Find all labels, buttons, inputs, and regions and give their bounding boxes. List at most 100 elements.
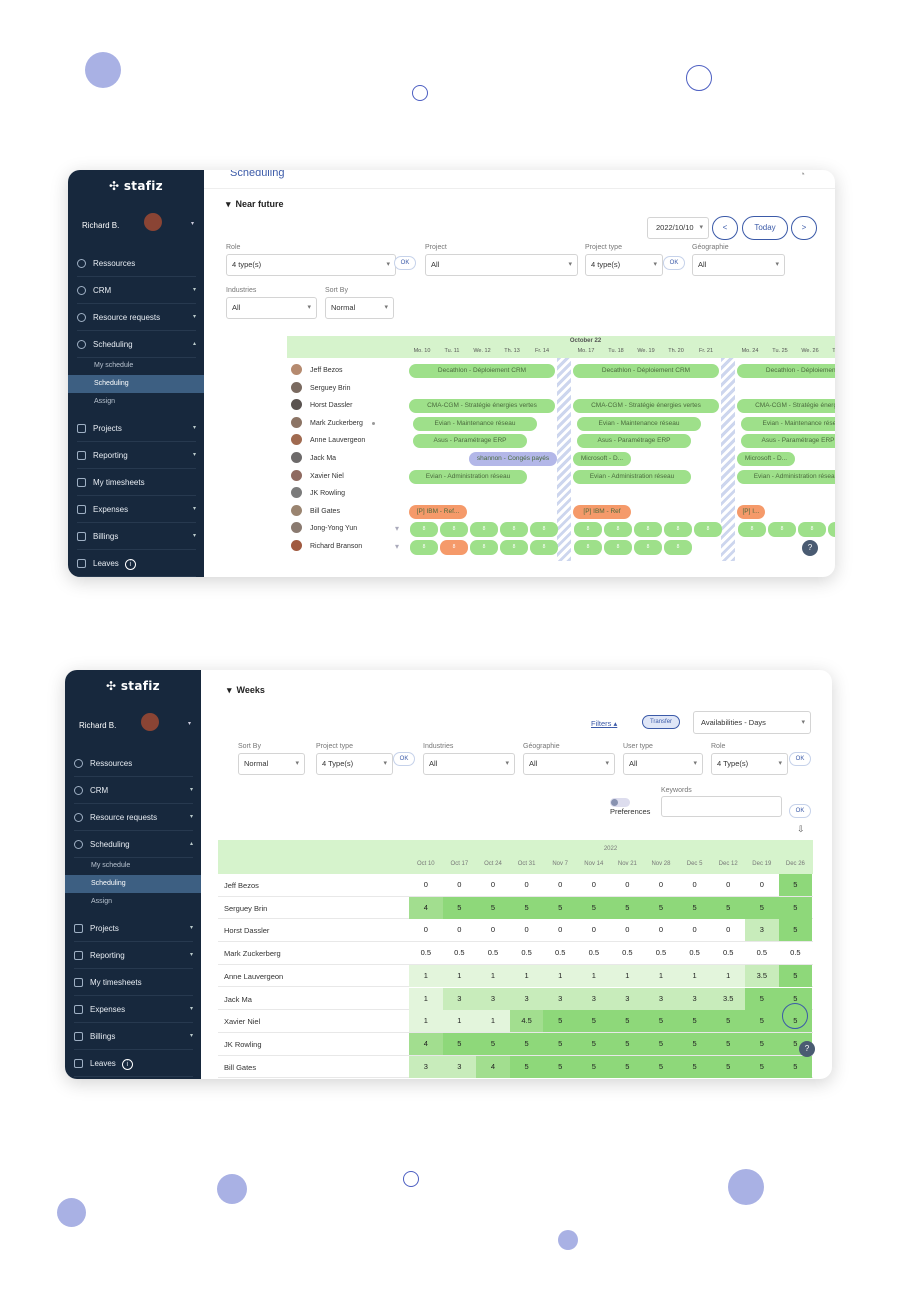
availability-cell[interactable]: 5 [778, 987, 813, 1010]
person-name[interactable]: Mark Zuckerberg [224, 949, 281, 959]
availability-cell[interactable]: 0.5 [476, 942, 510, 965]
person-name[interactable]: Serguey Brin [310, 384, 351, 392]
allocation-chip[interactable]: 8 [604, 540, 632, 555]
person-name[interactable]: Xavier Niel [310, 472, 344, 480]
industries-select[interactable]: All [423, 753, 515, 775]
today-button[interactable]: Today [742, 216, 788, 240]
availability-cell[interactable]: 0 [677, 874, 712, 896]
availability-cell[interactable]: 5 [745, 1032, 779, 1055]
availability-cell[interactable]: 3 [509, 987, 544, 1010]
allocation-chip[interactable]: 8 [410, 522, 438, 538]
ok-button[interactable]: OK [393, 752, 415, 766]
prev-button[interactable]: < [712, 216, 738, 240]
sidebar-item-leaves[interactable]: Leaves i [74, 1050, 193, 1077]
person-name[interactable]: Jeff Bezos [224, 881, 259, 890]
availability-cell[interactable]: 3 [644, 987, 678, 1010]
availability-cell[interactable]: 5 [711, 1055, 745, 1078]
availability-cell[interactable]: 1 [711, 964, 745, 987]
assignment-pill[interactable]: CMA-CGM - Stratégie énergies vertes [737, 399, 835, 414]
availability-cell[interactable]: 3 [577, 987, 611, 1010]
availability-cell[interactable]: 1 [409, 1010, 443, 1033]
allocation-chip[interactable]: 8 [500, 522, 528, 538]
availability-cell[interactable]: 5 [577, 1032, 611, 1055]
availability-cell[interactable]: 0 [442, 919, 477, 942]
availability-cell[interactable]: 0 [442, 874, 477, 896]
keywords-ok-button[interactable]: OK [789, 804, 811, 818]
availability-cell[interactable]: 0.5 [442, 942, 477, 965]
allocation-chip[interactable]: 8 [440, 540, 468, 555]
availability-cell[interactable]: 3.5 [745, 964, 779, 987]
availability-cell[interactable]: 5 [442, 1032, 477, 1055]
assignment-pill[interactable]: Asus - Paramétrage ERP [413, 434, 527, 449]
availability-cell[interactable]: 0.5 [677, 942, 712, 965]
availability-cell[interactable]: 5 [677, 1032, 712, 1055]
view-select[interactable]: Availabilities - Days [693, 711, 811, 734]
availability-cell[interactable]: 3 [610, 987, 645, 1010]
availability-cell[interactable]: 5 [543, 1055, 577, 1078]
availability-cell[interactable]: 0 [509, 919, 544, 942]
assignment-pill[interactable]: Asus - Paramétrage ERP [741, 434, 835, 449]
availability-cell[interactable]: 0 [577, 874, 611, 896]
person-name[interactable]: Jeff Bezos [310, 367, 343, 374]
section-title[interactable]: ▾ Weeks [227, 685, 265, 695]
assignment-pill[interactable]: Evian - Administration réseau [737, 469, 835, 484]
availability-cell[interactable]: 5 [677, 896, 712, 919]
availability-cell[interactable]: 0 [543, 919, 577, 942]
sidebar-item-expenses[interactable]: Expenses ▾ [74, 996, 193, 1023]
availability-cell[interactable]: 1 [409, 964, 443, 987]
availability-cell[interactable]: 0.5 [509, 942, 544, 965]
leave-pill[interactable]: shannon - Congés payés [469, 452, 557, 466]
person-name[interactable]: Horst Dassler [224, 926, 270, 936]
sidebar-item-billings[interactable]: Billings ▾ [74, 1023, 193, 1050]
availability-cell[interactable]: 5 [577, 1010, 611, 1033]
help-icon[interactable]: ? [799, 1041, 815, 1057]
availability-cell[interactable]: 0 [543, 874, 577, 896]
availability-cell[interactable]: 5 [509, 896, 544, 919]
allocation-chip[interactable]: 8 [574, 540, 602, 555]
availability-cell[interactable]: 1 [543, 964, 577, 987]
sidebar-subitem-scheduling[interactable]: Scheduling [65, 875, 201, 893]
assignment-pill[interactable]: Microsoft - D... [573, 452, 631, 466]
allocation-chip[interactable]: 8 [798, 522, 826, 538]
assignment-pill[interactable]: [P] IBM - Ref [573, 504, 631, 519]
project-type-select[interactable]: 4 Type(s) [316, 753, 393, 775]
allocation-chip[interactable]: 8 [738, 522, 766, 538]
assignment-pill[interactable]: Decathlon - Déploiement CRM [737, 364, 835, 378]
allocation-chip[interactable]: 8 [694, 522, 722, 538]
availability-cell[interactable]: 5 [778, 874, 813, 896]
availability-cell[interactable]: 1 [476, 964, 510, 987]
sidebar-item-crm[interactable]: CRM ▾ [77, 277, 196, 304]
availability-cell[interactable]: 3 [745, 919, 779, 942]
allocation-chip[interactable]: 8 [530, 540, 558, 555]
availability-cell[interactable]: 1 [476, 1010, 510, 1033]
allocation-chip[interactable]: 8 [768, 522, 796, 538]
role-select[interactable]: 4 Type(s) [711, 753, 788, 775]
availability-cell[interactable]: 0 [677, 919, 712, 942]
assignment-pill[interactable]: CMA-CGM - Stratégie énergies vertes [573, 399, 719, 414]
availability-cell[interactable]: 0.5 [577, 942, 611, 965]
availability-cell[interactable]: 0.5 [543, 942, 577, 965]
person-name[interactable]: Serguey Brin [224, 903, 268, 913]
availability-cell[interactable]: 0 [509, 874, 544, 896]
allocation-chip[interactable]: 8 [604, 522, 632, 538]
availability-cell[interactable]: 5 [711, 1010, 745, 1033]
expand-icon[interactable]: ▾ [395, 524, 400, 534]
availability-cell[interactable]: 5 [610, 1055, 645, 1078]
person-name[interactable]: Jack Ma [310, 455, 337, 462]
person-name[interactable]: JK Rowling [310, 490, 346, 498]
availability-cell[interactable]: 4.5 [509, 1010, 544, 1033]
allocation-chip[interactable]: 8 [530, 522, 558, 538]
sidebar-item-leaves[interactable]: Leaves i [77, 550, 196, 577]
availability-cell[interactable]: 0 [409, 919, 443, 942]
availability-cell[interactable]: 5 [745, 1010, 779, 1033]
sidebar-subitem-my-schedule[interactable]: My schedule [91, 862, 131, 869]
availability-cell[interactable]: 4 [476, 1055, 510, 1078]
availability-cell[interactable]: 5 [644, 1032, 678, 1055]
assignment-pill[interactable]: Evian - Maintenance réseau [577, 416, 701, 431]
person-name[interactable]: Anne Lauvergeon [310, 437, 366, 445]
allocation-chip[interactable]: 8 [574, 522, 602, 538]
availability-cell[interactable]: 5 [745, 987, 779, 1010]
sidebar-subitem-scheduling[interactable]: Scheduling [68, 375, 204, 393]
availability-cell[interactable]: 0 [711, 919, 745, 942]
availability-cell[interactable]: 5 [509, 1032, 544, 1055]
